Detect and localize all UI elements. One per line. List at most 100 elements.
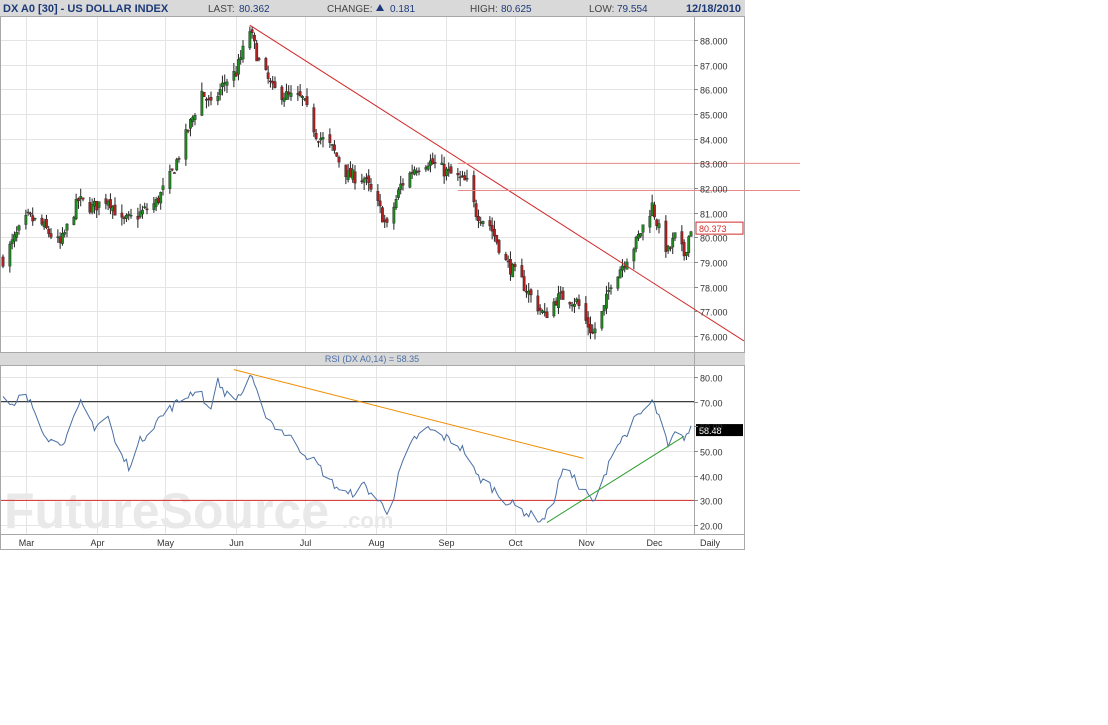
candle-body [637,234,640,239]
candle-body [573,303,576,307]
candle-body [138,211,142,218]
chart-frame [0,16,745,550]
candle-body [49,233,53,238]
rsi-panel: 58.48 [1,369,743,523]
candle-body [56,236,60,238]
candle-body [191,116,195,122]
candle-body [497,239,501,253]
candle-body [401,183,405,186]
candle-body [605,293,608,309]
candle-body [285,91,288,100]
candle-body [376,191,380,201]
candle-body [273,81,277,88]
candle-body [333,144,336,151]
candle-body [58,236,62,244]
candle-body [353,171,357,184]
candle-body [392,206,396,224]
candle-body [600,310,604,329]
candle-body [653,204,656,218]
candle-body [413,169,416,175]
price-tick-label: 78.000 [700,284,728,294]
candle-body [77,198,80,202]
x-tick-label: Dec [646,538,663,548]
candle-body [136,216,140,220]
x-tick-label: Aug [368,538,384,548]
candle-body [641,224,645,233]
high-value: 80.625 [501,4,532,15]
candle-body [42,221,46,228]
candle-body [170,168,174,171]
candle-body [682,242,686,257]
candle-body [232,71,236,81]
candle-body [557,293,560,309]
candle-body [184,129,188,160]
candle-body [152,203,156,210]
rsi-title-bar [0,353,745,365]
candle-body [433,162,437,164]
rsi-tick-label: 40.00 [700,473,723,483]
price-tick-label: 76.000 [700,333,728,343]
candle-body [417,170,421,173]
x-tick-label: Jun [229,538,244,548]
candle-body [271,80,275,84]
candle-body [584,303,588,321]
candle-body [209,97,213,101]
candle-body [175,159,179,171]
candle-body [33,217,37,220]
header-bar [0,0,745,16]
candle-body [202,91,206,97]
candle-body [639,232,643,237]
candle-body [221,82,224,88]
candle-body [415,171,419,173]
candle-body [650,202,654,216]
candle-body [589,324,592,334]
candle-body [362,178,366,183]
candle-body [205,98,208,101]
rsi-tick-label: 80.00 [700,374,723,384]
candle-body [287,91,291,95]
candle-body [669,247,672,249]
candle-body [120,212,124,218]
candle-body [440,162,444,165]
candle-body [607,289,611,292]
candle-body [24,215,28,225]
x-tick-label: Jul [300,538,312,548]
candle-body [570,304,574,307]
candle-body [296,93,300,95]
candle-body [522,276,526,291]
candle-body [159,191,163,204]
candle-body [541,310,544,313]
candle-body [495,235,499,243]
candle-body [360,180,364,183]
candle-body [280,86,284,100]
candle-body [189,119,192,129]
candle-body [234,72,238,77]
candle-body [623,266,627,268]
candle-body [399,183,403,190]
candle-body [141,209,144,215]
candle-body [458,176,462,179]
candle-body [143,206,147,209]
candle-body [520,265,524,278]
candle-body [15,231,19,238]
price-downtrend-line [249,24,745,342]
candle-body [248,31,252,49]
candle-body [513,264,517,267]
candle-body [168,171,172,189]
last-label: LAST: [208,4,235,15]
candle-body [461,175,464,177]
candle-body [337,157,341,163]
candle-body [218,89,222,96]
candle-body [618,269,622,279]
watermark-suffix: .com [342,508,393,533]
candle-body [305,96,309,105]
candle-body [408,172,412,188]
candle-body [223,82,227,84]
candle-body [157,197,160,203]
candle-body [445,168,448,177]
candle-body [61,233,64,244]
change-label: CHANGE: [327,4,373,15]
candle-body [344,164,348,178]
candle-body [509,259,512,275]
